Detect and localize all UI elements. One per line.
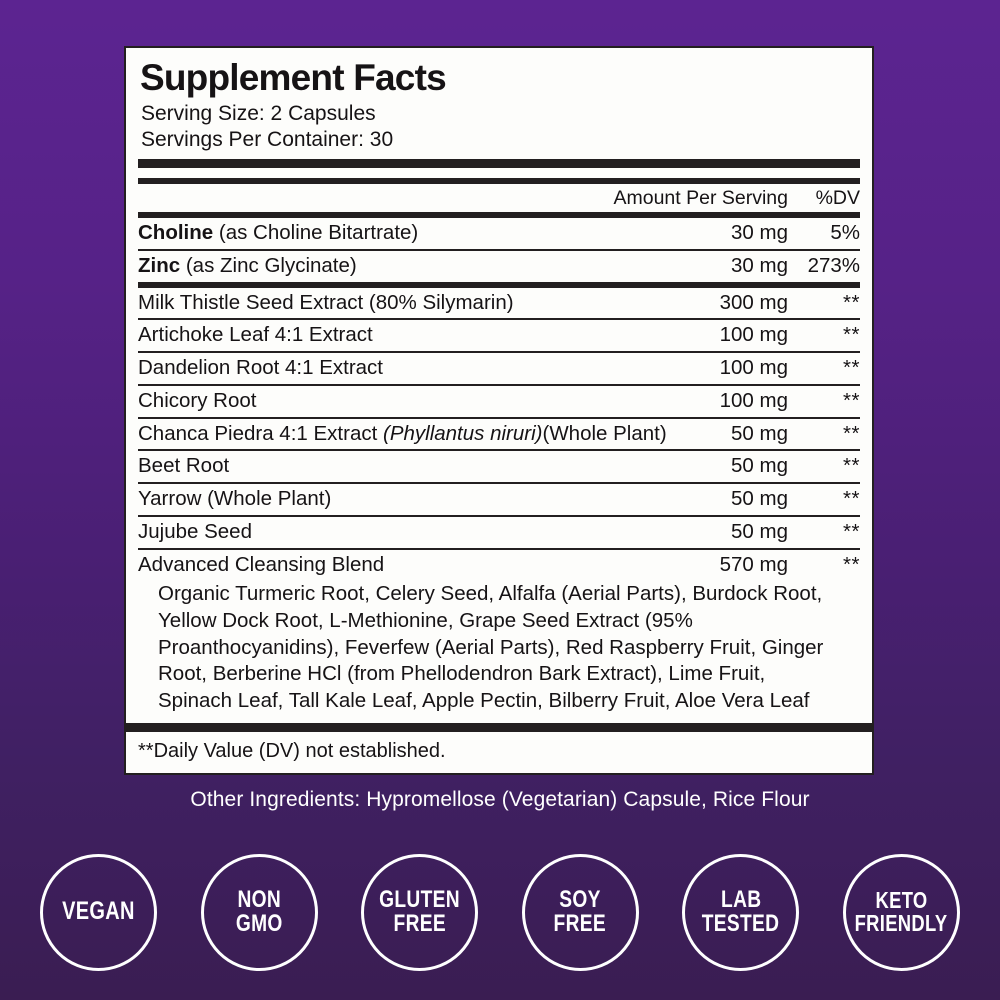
row-name: Milk Thistle Seed Extract (80% Silymarin… <box>138 290 514 314</box>
badge-line-2: TESTED <box>702 910 780 937</box>
table-row: Yarrow (Whole Plant) 50 mg ** <box>138 482 860 516</box>
row-amount: 300 mg <box>719 290 788 314</box>
row-amount: 50 mg <box>670 416 788 451</box>
row-name: Yarrow (Whole Plant) <box>138 482 670 516</box>
blend-ingredients: Organic Turmeric Root, Celery Seed, Alfa… <box>158 582 824 713</box>
badge-vegan: VEGAN <box>40 853 157 971</box>
row-dv: 5% <box>830 221 860 245</box>
badge-row: VEGAN NON GMO GLUTEN FREE SOY FREE LAB T… <box>40 852 960 972</box>
row-name: Choline (as Choline Bitartrate) <box>138 218 670 250</box>
nutrient-name: Zinc <box>138 253 181 277</box>
badge-line-2: GMO <box>235 910 283 937</box>
badge-lab-tested: LAB TESTED <box>682 853 800 971</box>
rule-thick-top <box>138 159 860 169</box>
table-row: Milk Thistle Seed Extract (80% Silymarin… <box>138 288 860 320</box>
supplement-facts-panel: Supplement Facts Serving Size: 2 Capsule… <box>124 46 874 775</box>
nutrient-name: Choline <box>138 221 214 245</box>
row-name: Chicory Root <box>138 383 670 418</box>
panel-inner: Supplement Facts Serving Size: 2 Capsule… <box>126 48 872 723</box>
row-amount: 30 mg <box>670 248 788 282</box>
badge-line-1: VEGAN <box>62 897 135 926</box>
row-amount: 30 mg <box>731 221 788 245</box>
badge-line-2: FREE <box>554 910 607 937</box>
vitamins-body: Choline (as Choline Bitartrate) 30 mg 5%… <box>138 218 860 282</box>
badge-line-1: SOY <box>559 885 602 913</box>
vitamins-table: Choline (as Choline Bitartrate) 30 mg 5%… <box>138 218 860 282</box>
row-dv: ** <box>788 514 860 549</box>
header-percent-dv: %DV <box>815 187 860 210</box>
badge-non-gmo: NON GMO <box>200 853 318 971</box>
row-dv: ** <box>843 290 860 314</box>
herbs-body: Milk Thistle Seed Extract (80% Silymarin… <box>138 288 860 581</box>
row-dv: ** <box>788 318 860 353</box>
badge-gluten-free: GLUTEN FREE <box>361 853 479 971</box>
row-amount: 50 mg <box>670 482 788 516</box>
badge-line-1: GLUTEN <box>379 885 461 913</box>
row-name: Chanca Piedra 4:1 Extract (Phyllantus ni… <box>138 416 670 451</box>
blend-name: Advanced Cleansing Blend <box>138 547 670 581</box>
nutrient-latin-name: (Phyllantus niruri) <box>383 421 543 445</box>
serving-info: Serving Size: 2 Capsules Servings Per Co… <box>138 101 860 154</box>
page-title: Supplement Facts <box>140 57 447 98</box>
nutrition-table: Amount Per Serving %DV <box>138 184 860 212</box>
badge-line-1: KETO <box>875 886 928 913</box>
blend-amount: 570 mg <box>670 547 788 581</box>
row-dv: 273% <box>788 248 860 282</box>
table-row: Chanca Piedra 4:1 Extract (Phyllantus ni… <box>138 416 860 451</box>
row-dv: ** <box>788 383 860 418</box>
badge-line-2: FRIENDLY <box>855 910 948 936</box>
row-dv: ** <box>788 449 860 484</box>
badge-line-2: FREE <box>393 910 446 937</box>
header-amount-per-serving: Amount Per Serving <box>613 187 788 210</box>
herbs-table: Milk Thistle Seed Extract (80% Silymarin… <box>138 288 860 581</box>
row-amount: 50 mg <box>670 514 788 549</box>
badge-soy-free: SOY FREE <box>521 853 639 971</box>
nutrient-detail: (as Choline Bitartrate) <box>213 221 419 245</box>
blend-dv: ** <box>788 547 860 581</box>
table-row: Beet Root 50 mg ** <box>138 449 860 484</box>
table-row: Artichoke Leaf 4:1 Extract 100 mg ** <box>138 318 860 353</box>
table-body-header: Amount Per Serving %DV <box>138 184 860 212</box>
table-row: Choline (as Choline Bitartrate) 30 mg 5% <box>138 218 860 250</box>
row-dv: ** <box>788 416 860 451</box>
nutrient-part: (Whole Plant) <box>542 421 667 445</box>
row-name: Jujube Seed <box>138 514 670 549</box>
row-amount: 100 mg <box>670 383 788 418</box>
row-dv: ** <box>788 482 860 516</box>
table-row: Zinc (as Zinc Glycinate) 30 mg 273% <box>138 248 860 282</box>
table-header-row: Amount Per Serving %DV <box>138 184 860 212</box>
rule-med-header <box>138 178 860 185</box>
daily-value-footnote: **Daily Value (DV) not established. <box>138 739 446 762</box>
table-row: Dandelion Root 4:1 Extract 100 mg ** <box>138 351 860 385</box>
rule-med-mid <box>138 281 860 288</box>
rule-med-under-header <box>138 212 860 219</box>
row-amount: 100 mg <box>670 351 788 385</box>
nutrient-detail: (as Zinc Glycinate) <box>180 253 357 277</box>
spacer <box>138 168 860 178</box>
badge-line-1: LAB <box>720 885 762 913</box>
other-ingredients-text: Other Ingredients: Hypromellose (Vegetar… <box>190 788 810 811</box>
row-name: Dandelion Root 4:1 Extract <box>138 351 670 385</box>
row-name: Beet Root <box>138 449 670 484</box>
table-row: Chicory Root 100 mg ** <box>138 383 860 418</box>
row-amount: 50 mg <box>670 449 788 484</box>
table-row-blend: Advanced Cleansing Blend 570 mg ** <box>138 547 860 581</box>
header-spacer <box>138 184 463 212</box>
table-row: Jujube Seed 50 mg ** <box>138 514 860 549</box>
row-amount: 100 mg <box>670 318 788 353</box>
serving-size: Serving Size: 2 Capsules <box>141 101 376 125</box>
row-name: Zinc (as Zinc Glycinate) <box>138 248 670 282</box>
footnote-section: **Daily Value (DV) not established. <box>126 722 872 773</box>
servings-per-container: Servings Per Container: 30 <box>141 128 394 152</box>
badge-line-1: NON <box>237 885 281 913</box>
row-dv: ** <box>788 351 860 385</box>
badge-keto-friendly: KETO FRIENDLY <box>842 853 960 971</box>
nutrient-name: Chanca Piedra 4:1 Extract <box>138 421 383 445</box>
row-name: Artichoke Leaf 4:1 Extract <box>138 318 670 353</box>
